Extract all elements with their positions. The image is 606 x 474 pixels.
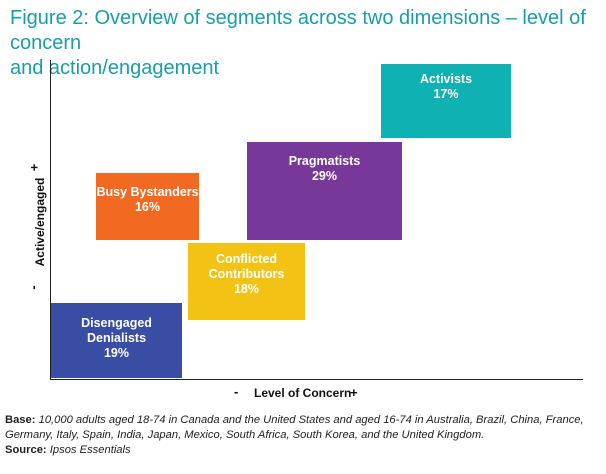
- segment-conflicted-contributors-name-1: Conflicted: [215, 252, 278, 266]
- segment-pragmatists-name: Pragmatists: [288, 154, 361, 168]
- base-label: Base:: [5, 414, 36, 426]
- footnote: Base: 10,000 adults aged 18-74 in Canada…: [5, 413, 601, 458]
- title-line-1: Figure 2: Overview of segments across tw…: [10, 7, 586, 54]
- y-axis-plus: +: [26, 163, 42, 172]
- source-label: Source:: [5, 444, 47, 456]
- segment-activists-name: Activists: [419, 72, 473, 86]
- segment-busy-bystanders-percent: 16%: [134, 200, 161, 214]
- x-axis-line: [50, 379, 583, 380]
- y-axis-label: Active/engaged: [33, 177, 47, 267]
- x-axis-label: Level of Concern: [254, 386, 352, 400]
- segment-disengaged-denialists: Disengaged Denialists 19%: [51, 303, 182, 378]
- segment-conflicted-contributors-name-2: Contributors: [208, 267, 285, 281]
- segment-busy-bystanders: Busy Bystanders 16%: [96, 173, 199, 240]
- segment-disengaged-denialists-name-2: Denialists: [86, 331, 147, 345]
- y-axis-minus: -: [25, 285, 41, 290]
- segment-activists: Activists 17%: [381, 64, 511, 138]
- segment-disengaged-denialists-name-1: Disengaged: [81, 316, 152, 330]
- title-line-2: and action/engagement: [10, 57, 220, 79]
- segment-busy-bystanders-name: Busy Bystanders: [96, 185, 199, 199]
- base-text: 10,000 adults aged 18-74 in Canada and t…: [5, 414, 584, 441]
- x-axis-minus: -: [234, 384, 239, 399]
- source-text: Ipsos Essentials: [49, 444, 131, 456]
- x-axis-plus: +: [350, 385, 358, 400]
- segment-pragmatists: Pragmatists 29%: [247, 142, 402, 240]
- figure-title: Figure 2: Overview of segments across tw…: [10, 6, 600, 81]
- segment-activists-percent: 17%: [433, 87, 459, 101]
- segment-disengaged-denialists-percent: 19%: [103, 346, 130, 360]
- segment-pragmatists-percent: 29%: [311, 169, 338, 183]
- segment-conflicted-contributors: Conflicted Contributors 18%: [188, 243, 305, 320]
- segment-conflicted-contributors-percent: 18%: [233, 282, 260, 296]
- y-axis-line: [50, 60, 51, 380]
